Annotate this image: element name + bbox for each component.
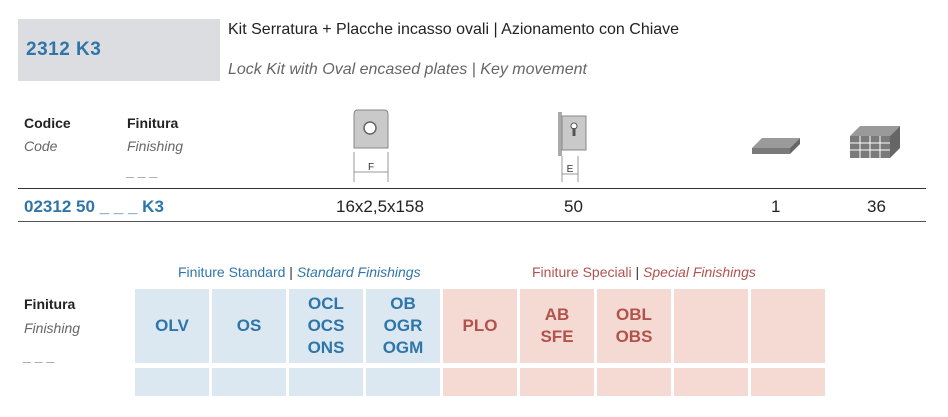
product-code: 2312 K3	[26, 39, 102, 60]
spec-sep: |	[635, 264, 640, 280]
box-pack-icon	[850, 126, 900, 158]
finitura-label: Finitura	[127, 115, 179, 131]
std-finish-blank-cell	[212, 368, 286, 396]
side-finishing: Finishing	[24, 320, 81, 336]
spec-finish-blank-cell	[520, 368, 594, 396]
spec-label-it: Finiture Speciali	[532, 264, 632, 280]
finish-code: OCL	[308, 294, 344, 313]
std-finish-swatch: OLV	[135, 289, 209, 363]
spec-finish-swatch: OBL OBS	[597, 289, 671, 363]
title-italian: Kit Serratura + Placche incasso ovali | …	[228, 21, 680, 38]
lock-body-icon: E	[558, 112, 587, 182]
finish-code: SFE	[540, 327, 574, 346]
std-finish-blank-cell	[366, 368, 440, 396]
finishing-blank: _ _ _	[127, 163, 159, 179]
e-label: E	[567, 164, 574, 175]
table-top-rule	[18, 188, 926, 189]
finish-code: ONS	[307, 338, 345, 357]
finish-code: OBS	[615, 327, 653, 346]
finish-code: OGM	[382, 338, 424, 357]
finishing-label: Finishing	[127, 138, 184, 154]
f-label: F	[368, 162, 374, 173]
std-sep: |	[289, 264, 293, 280]
codice-label: Codice	[24, 115, 71, 131]
finish-code: OBL	[616, 305, 652, 324]
std-finish-blank-cell	[135, 368, 209, 396]
title-english: Lock Kit with Oval encased plates | Key …	[228, 61, 587, 78]
std-finish-blank-cell	[289, 368, 363, 396]
e-value: 50	[564, 197, 583, 216]
spec-finish-swatch	[751, 289, 825, 363]
std-finish-swatch: OCL OCS ONS	[289, 289, 363, 363]
box-qty: 36	[867, 197, 886, 216]
standard-finishes-heading: Finiture Standard | Standard Finishings	[178, 264, 421, 280]
finish-code: OLV	[155, 316, 189, 335]
finish-code: OS	[236, 316, 262, 335]
code-label: Code	[24, 138, 58, 154]
std-finish-swatch: OB OGR OGM	[366, 289, 440, 363]
spec-finish-swatch	[674, 289, 748, 363]
pack-qty: 1	[771, 197, 781, 216]
dimension-value: 16x2,5x158	[336, 197, 424, 216]
spec-finish-blank-cell	[751, 368, 825, 396]
finish-code: OB	[390, 294, 416, 313]
spec-finish-swatch: AB SFE	[520, 289, 594, 363]
finish-code: PLO	[462, 316, 498, 335]
finish-code: OCS	[307, 316, 345, 335]
std-label-it: Finiture Standard	[178, 264, 286, 280]
table-bottom-rule	[18, 221, 926, 222]
spec-finish-swatch: PLO	[443, 289, 517, 363]
side-finitura: Finitura	[24, 296, 76, 312]
single-pack-icon	[752, 138, 800, 154]
spec-label-en: Special Finishings	[643, 264, 756, 280]
finish-code: OGR	[383, 316, 423, 335]
spec-finish-blank-cell	[443, 368, 517, 396]
finish-code: AB	[544, 305, 570, 324]
std-finish-swatch: OS	[212, 289, 286, 363]
special-finishes-heading: Finiture Speciali | Special Finishings	[532, 264, 756, 280]
spec-finish-blank-cell	[597, 368, 671, 396]
spec-finish-blank-cell	[674, 368, 748, 396]
std-label-en: Standard Finishings	[296, 264, 421, 280]
product-code-box: 2312 K3	[18, 19, 220, 81]
article-code: 02312 50 _ _ _ K3	[24, 197, 164, 216]
oval-plate-icon: F	[353, 109, 389, 182]
side-blank: _ _ _	[24, 348, 56, 364]
